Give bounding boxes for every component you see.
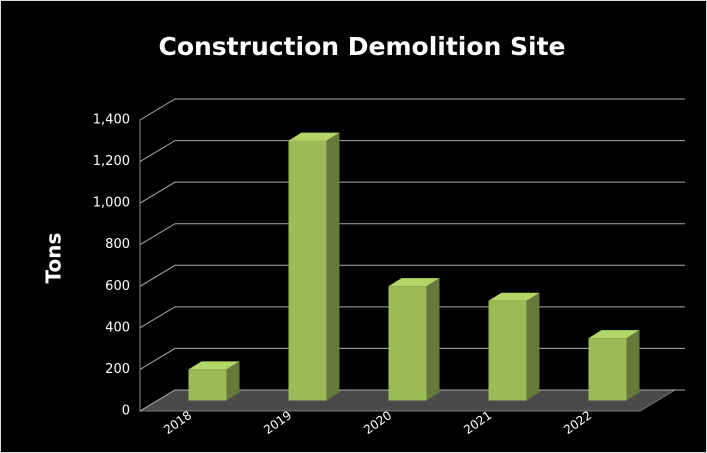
bar-front (488, 300, 527, 401)
bar-side (326, 132, 340, 401)
bar-side (526, 292, 540, 401)
bar-front (288, 140, 327, 401)
bar-top (488, 292, 540, 301)
bar (288, 132, 340, 401)
y-tick-label: 600 (105, 279, 130, 294)
grid-line (139, 140, 685, 163)
grid-line (139, 98, 685, 121)
grid-line (139, 264, 685, 287)
chart-title: Construction Demolition Site (158, 32, 565, 61)
y-tick-label: 1,000 (93, 196, 130, 211)
y-tick-label: 400 (105, 320, 130, 335)
bar-side (226, 361, 240, 401)
y-tick-label: 200 (105, 362, 130, 377)
bar-top (288, 132, 340, 141)
bar-front (388, 286, 427, 401)
grid-line (139, 223, 685, 246)
bar (588, 330, 640, 401)
bar-top (588, 330, 640, 339)
bar-side (626, 330, 640, 401)
y-tick-label: 800 (105, 237, 130, 252)
bar-side (426, 278, 440, 401)
bar-top (388, 278, 440, 287)
y-tick-label: 1,400 (93, 113, 130, 128)
y-axis-label: Tons (42, 233, 66, 284)
grid-line (139, 181, 685, 204)
y-tick-label: 1,200 (93, 154, 130, 169)
y-tick-label: 0 (122, 404, 130, 419)
bar-front (188, 369, 227, 401)
bar (188, 361, 240, 401)
bar-front (588, 338, 627, 401)
bar-top (188, 361, 240, 370)
bar (388, 278, 440, 401)
bar (488, 292, 540, 401)
